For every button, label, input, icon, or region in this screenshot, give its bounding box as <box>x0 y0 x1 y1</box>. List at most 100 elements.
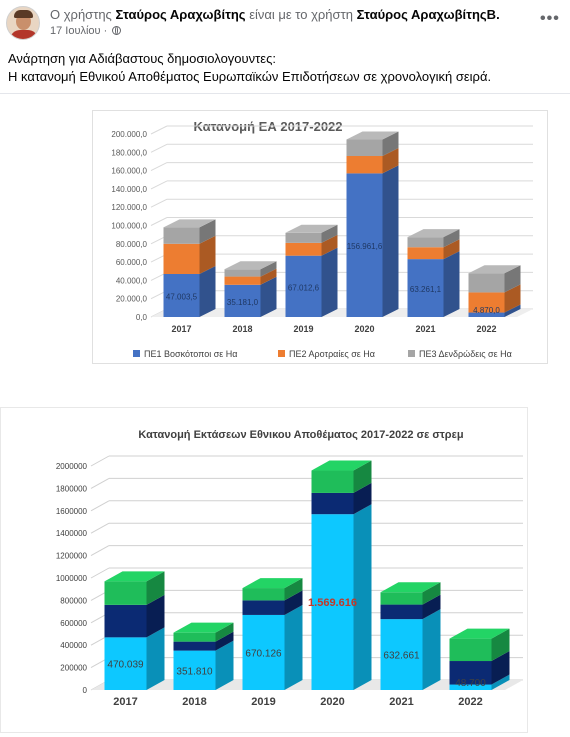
post-text-line-2: Η κατανομή Εθνικού Αποθέματος Ευρωπαϊκών… <box>8 69 492 84</box>
bar-segment <box>173 632 216 642</box>
bar-segment-side <box>260 276 277 317</box>
bar-segment <box>242 600 285 615</box>
post-header: Ο χρήστης Σταύρος Αραχωβίτης είναι με το… <box>0 0 570 40</box>
legend-swatch <box>278 350 285 357</box>
gridline-side <box>150 217 168 226</box>
bar-segment-side <box>260 268 277 285</box>
bar-segment-side <box>284 604 303 690</box>
bar-segment-side <box>443 229 460 248</box>
x-tick-label: 2020 <box>320 696 344 708</box>
gridline-side <box>150 143 168 153</box>
bar-segment <box>104 637 147 690</box>
bar-segment <box>346 173 383 317</box>
bar-segment <box>449 661 492 685</box>
bar-segment-side <box>443 251 460 317</box>
bar-segment-side <box>504 265 521 293</box>
y-tick-label: 200000 <box>60 664 87 673</box>
x-tick-label: 2022 <box>458 696 482 708</box>
data-label: 670.126 <box>245 648 282 659</box>
bar-top <box>346 131 399 140</box>
y-tick-label: 100.000,0 <box>111 222 147 231</box>
bar-segment-side <box>215 631 234 651</box>
data-label: 470.039 <box>107 660 144 671</box>
bar-segment <box>173 650 216 690</box>
bar-segment-side <box>353 460 372 493</box>
avatar[interactable] <box>6 6 40 40</box>
post-text-line-1: Ανάρτηση για Αδιάβαστους δημοσιολογουντε… <box>8 51 276 66</box>
bar-segment <box>104 581 147 605</box>
tagged-user-link[interactable]: Σταύρος ΑραχωβίτηςΒ. <box>356 7 500 22</box>
y-tick-label: 1600000 <box>56 507 88 516</box>
bar-segment-side <box>146 594 165 638</box>
bar-segment <box>346 155 383 174</box>
x-tick-label: 2017 <box>113 696 137 708</box>
bar-segment <box>407 259 444 317</box>
legend-label: ΠΕ1 Βοσκότοποι σε Ηα <box>144 349 238 359</box>
x-tick-label: 2017 <box>171 324 191 334</box>
bar-top <box>242 578 303 589</box>
bar-segment <box>224 276 261 285</box>
y-tick-label: 60.000,0 <box>116 258 148 267</box>
y-tick-label: 160.000,0 <box>111 167 147 176</box>
legend-label: ΠΕ2 Αροτραίες σε Ηα <box>289 349 375 359</box>
post-author-line: Ο χρήστης Σταύρος Αραχωβίτης είναι με το… <box>50 7 500 22</box>
bar-segment-side <box>199 235 216 274</box>
bar-segment <box>468 292 505 313</box>
bar-segment <box>311 514 354 690</box>
bar-segment-side <box>199 265 216 317</box>
bar-segment-side <box>491 674 510 690</box>
divider <box>0 93 570 94</box>
chart-hectares[interactable]: Κατανομή ΕΑ 2017-2022 0,0 20.000,0 40.000,0… <box>92 110 548 364</box>
data-label: 4.870,0 <box>473 306 500 315</box>
bar-segment-side <box>260 261 277 277</box>
data-label: 47.003,5 <box>166 292 198 301</box>
bar-segment <box>346 139 383 156</box>
avatar-shirt <box>10 30 38 39</box>
bar-segment <box>311 492 354 515</box>
bar-segment-side <box>504 284 521 313</box>
gridline-side <box>90 500 110 512</box>
bar-segment-side <box>215 640 234 690</box>
gridline-side <box>150 180 168 190</box>
bar-top <box>449 628 510 639</box>
bar-segment <box>311 470 354 493</box>
bar-segment-side <box>422 594 441 620</box>
bar-segment-side <box>353 482 372 515</box>
gridline-side <box>90 477 110 489</box>
y-tick-label: 1200000 <box>56 552 88 561</box>
bar-segment <box>224 269 261 277</box>
y-tick-label: 0,0 <box>136 313 148 322</box>
y-tick-label: 2000000 <box>56 462 88 471</box>
y-tick-label: 400000 <box>60 641 87 650</box>
bar-top <box>311 460 372 471</box>
gridline-side <box>90 522 110 534</box>
data-label: 35.181,0 <box>227 298 259 307</box>
x-tick-label: 2020 <box>354 324 374 334</box>
bar-segment-side <box>146 571 165 605</box>
x-tick-label: 2019 <box>293 324 313 334</box>
chart-hectares-svg: Κατανομή ΕΑ 2017-20220,020.000,040.000,0… <box>111 119 533 359</box>
data-label: 632.661 <box>383 651 420 662</box>
x-tick-label: 2022 <box>476 324 496 334</box>
bar-segment <box>285 255 322 317</box>
y-tick-label: 40.000,0 <box>116 276 148 285</box>
bar-segment-side <box>284 578 303 601</box>
bar-top <box>468 265 521 274</box>
avatar-hair <box>14 10 33 18</box>
y-tick-label: 1400000 <box>56 529 88 538</box>
bar-segment <box>285 242 322 256</box>
bar-segment <box>163 273 200 317</box>
author-name-link[interactable]: Σταύρος Αραχωβίτης <box>115 7 246 22</box>
post-meta: 17 Ιουλίου · <box>50 25 122 37</box>
chart-stremmata[interactable]: Κατανομή Εκτάσεων Εθνικου Αποθέματος 201… <box>0 407 528 733</box>
post-date[interactable]: 17 Ιουλίου · <box>50 25 108 37</box>
bar-segment <box>285 232 322 243</box>
more-options-icon[interactable]: ••• <box>540 10 560 27</box>
bar-segment-side <box>146 627 165 690</box>
x-tick-label: 2019 <box>251 696 275 708</box>
bar-segment <box>380 604 423 620</box>
bar-segment-side <box>422 609 441 690</box>
bar-segment-side <box>215 622 234 642</box>
bar-segment-side <box>443 239 460 260</box>
x-tick-label: 2021 <box>389 696 413 708</box>
